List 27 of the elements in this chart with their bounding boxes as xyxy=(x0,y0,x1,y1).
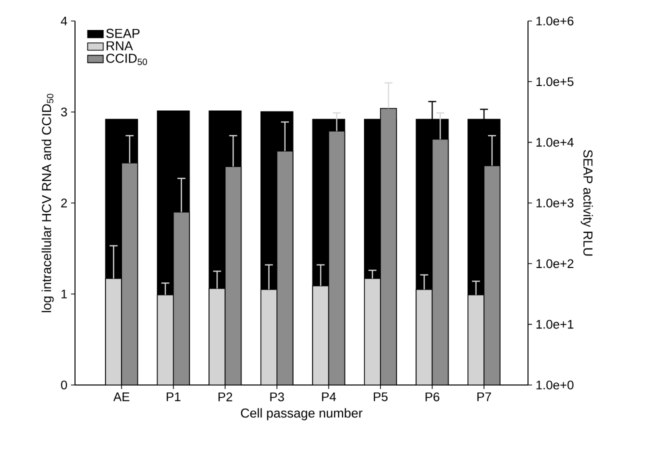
y-axis-title: log intracellular HCV RNA and CCID$_{50}$ xyxy=(42,94,54,312)
x-tick-label: P6 xyxy=(426,392,440,402)
x-tick-label: P7 xyxy=(477,392,491,402)
x-tick-label: P4 xyxy=(322,392,336,402)
y-tick-label: 3 xyxy=(61,108,67,116)
y2-tick-label: 1.0e+3 xyxy=(536,198,574,208)
x-tick-label: P3 xyxy=(270,392,284,402)
legend-label: CCID$_{50}$ xyxy=(106,54,148,66)
bar xyxy=(172,212,190,385)
y2-tick-label: 1.0e+1 xyxy=(536,320,574,329)
x-tick-label: P1 xyxy=(166,392,180,402)
y2-tick-label: 1.0e+0 xyxy=(536,380,574,390)
y-tick-label: 1 xyxy=(62,290,67,298)
y2-axis-title: SEAP activity RLU xyxy=(580,150,593,256)
y2-tick-label: 1.0e+5 xyxy=(536,77,574,86)
y-tick-label: 2 xyxy=(61,198,67,208)
y2-tick-label: 1.0e+2 xyxy=(536,259,574,268)
legend-label: SEAP xyxy=(106,28,140,38)
y2-tick-label: 1.0e+4 xyxy=(536,138,574,147)
x-axis-title: Cell passage number xyxy=(240,408,362,420)
y2-tick-label: 1.0e+6 xyxy=(536,16,574,26)
x-tick-label: P5 xyxy=(374,392,388,402)
legend-label: RNA xyxy=(106,41,133,50)
y-tick-label: 4 xyxy=(60,16,68,26)
x-tick-label: P2 xyxy=(218,392,232,402)
x-tick-label: AE xyxy=(113,392,130,402)
y-tick-label: 0 xyxy=(61,380,67,390)
